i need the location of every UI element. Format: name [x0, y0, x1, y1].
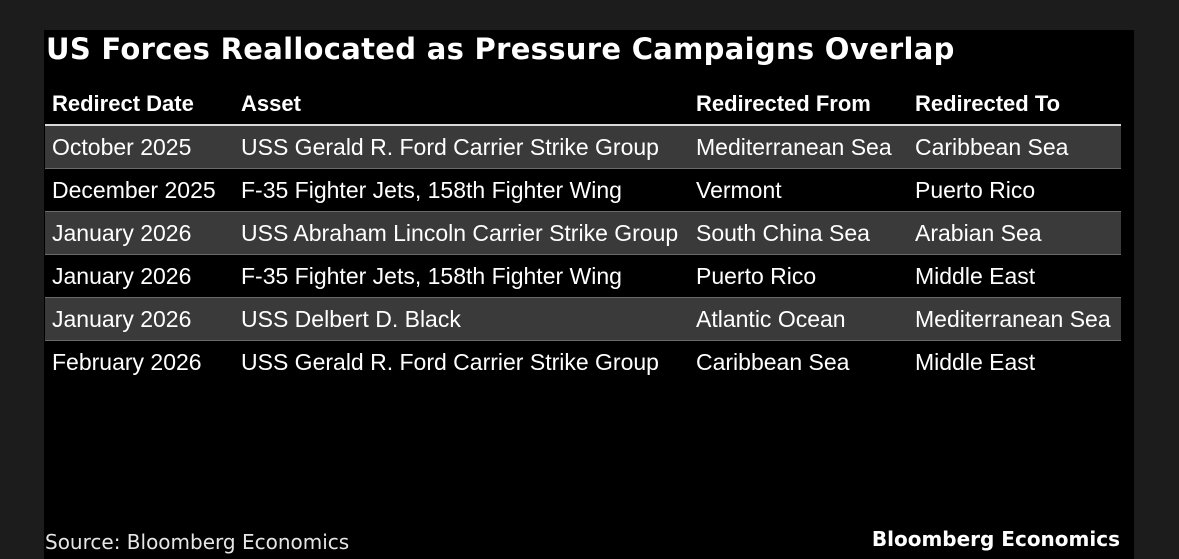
table-panel: US Forces Reallocated as Pressure Campai…: [44, 30, 1134, 559]
cell-asset: F-35 Fighter Jets, 158th Fighter Wing: [234, 168, 689, 212]
cell-redirected-to: Puerto Rico: [908, 168, 1121, 212]
cell-redirected-to: Middle East: [915, 349, 1036, 375]
redirect-table: Redirect Date Asset Redirected From Redi…: [45, 88, 1121, 383]
column-header-redirected-to: Redirected To: [908, 88, 1121, 126]
cell-asset: F-35 Fighter Jets, 158th Fighter Wing: [234, 254, 689, 298]
cell-redirected-from: Puerto Rico: [689, 254, 908, 298]
cell-redirect-date: October 2025: [45, 125, 234, 169]
table-row: January 2026 USS Abraham Lincoln Carrier…: [45, 211, 1121, 255]
cell-redirect-date: December 2025: [45, 168, 234, 212]
page-title: US Forces Reallocated as Pressure Campai…: [46, 32, 955, 66]
column-header-redirect-date: Redirect Date: [45, 88, 234, 126]
cell-redirected-to: Arabian Sea: [908, 211, 1121, 255]
cell-redirected-from: Vermont: [689, 168, 908, 212]
cell-redirect-date: January 2026: [45, 297, 234, 341]
cell-redirected-from: Mediterranean Sea: [689, 125, 908, 169]
cell-redirected-from: Caribbean Sea: [696, 349, 850, 375]
column-header-redirected-from: Redirected From: [689, 88, 908, 126]
table-row: October 2025 USS Gerald R. Ford Carrier …: [45, 125, 1121, 169]
source-note: Source: Bloomberg Economics: [45, 530, 350, 554]
table-row: December 2025 F-35 Fighter Jets, 158th F…: [45, 168, 1121, 212]
brand-logo: Bloomberg Economics: [871, 527, 1120, 551]
cell-asset: USS Abraham Lincoln Carrier Strike Group: [234, 211, 689, 255]
cell-redirected-from: South China Sea: [689, 211, 908, 255]
cell-asset: USS Gerald R. Ford Carrier Strike Group: [241, 349, 659, 375]
table-row: January 2026 USS Delbert D. Black Atlant…: [45, 297, 1121, 341]
cell-redirected-to: Mediterranean Sea: [908, 297, 1121, 341]
cell-redirected-from: Atlantic Ocean: [689, 297, 908, 341]
column-header-asset: Asset: [234, 88, 689, 126]
table-row: January 2026 F-35 Fighter Jets, 158th Fi…: [45, 254, 1121, 298]
cell-redirected-to: Caribbean Sea: [908, 125, 1121, 169]
cell-redirected-to: Middle East: [908, 254, 1121, 298]
cell-asset: USS Gerald R. Ford Carrier Strike Group: [234, 125, 689, 169]
cell-asset: USS Delbert D. Black: [234, 297, 689, 341]
table-row: February 2026 USS Gerald R. Ford Carrier…: [45, 341, 1121, 384]
cell-redirect-date: January 2026: [45, 254, 234, 298]
header-row: Redirect Date Asset Redirected From Redi…: [45, 88, 1121, 126]
cell-redirect-date: January 2026: [45, 211, 234, 255]
cell-redirect-date: February 2026: [52, 349, 202, 375]
